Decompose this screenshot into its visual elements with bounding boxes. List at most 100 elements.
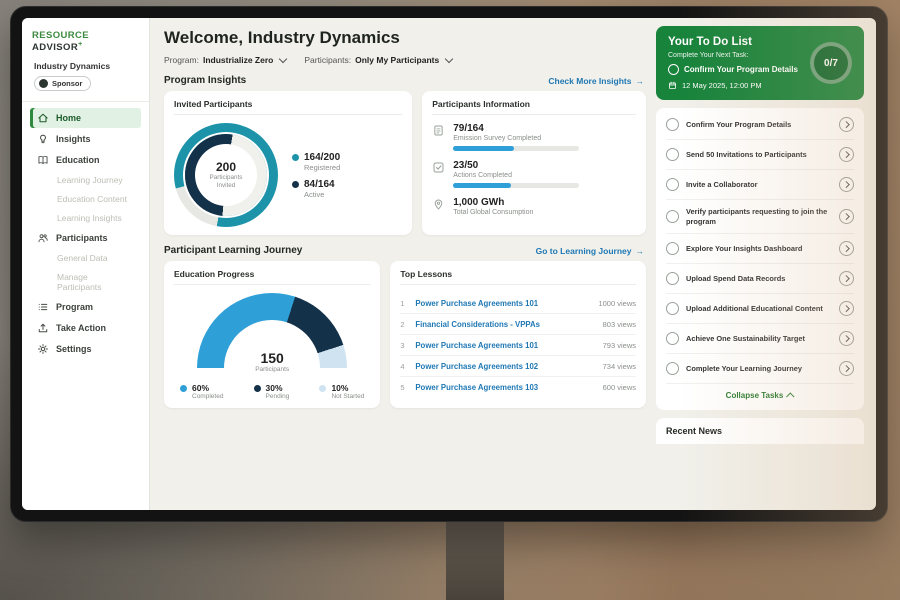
chevron-right-icon[interactable] [839,241,854,257]
checkbox-icon[interactable] [666,178,679,191]
recent-news-header[interactable]: Recent News [656,418,864,445]
lesson-link[interactable]: Financial Considerations - VPPAs [415,319,540,329]
top-lessons-card: Top Lessons 1 Power Purchase Agreements … [390,261,646,408]
sponsor-badge-label: Sponsor [52,79,83,89]
task-row-explore-insights[interactable]: Explore Your Insights Dashboard [666,234,854,265]
lesson-link[interactable]: Power Purchase Agreements 101 [415,298,539,308]
education-icon [38,156,48,165]
go-to-learning-journey-link[interactable]: Go to Learning Journey [536,246,644,256]
sidebar-item-take-action[interactable]: Take Action [30,318,141,338]
page-title: Welcome, Industry Dynamics [164,28,400,47]
brand-plus: + [78,41,83,48]
insights-icon [40,134,46,144]
task-row-verify-participants[interactable]: Verify participants requesting to join t… [666,200,854,235]
org-name: Industry Dynamics [34,61,111,72]
participants-filter-label: Participants: [304,55,352,65]
chevron-right-icon[interactable] [839,361,854,377]
lesson-link[interactable]: Power Purchase Agreements 101 [415,340,539,350]
sidebar-item-manage-participants[interactable]: Manage Participants [30,268,141,296]
todo-summary-card: Your To Do List Complete Your Next Task:… [656,26,864,100]
checkbox-icon[interactable] [666,362,679,376]
card-title: Top Lessons [400,269,636,285]
chevron-up-icon [786,392,795,401]
chevron-right-icon[interactable] [839,147,854,162]
checkbox-icon[interactable] [666,242,679,256]
participants-icon [38,234,48,243]
education-progress-card: Education Progress 150 Participants [164,261,381,408]
program-icon [38,304,48,311]
task-row-achieve-target[interactable]: Achieve One Sustainability Target [666,324,854,355]
todo-subtitle: Complete Your Next Task: [668,52,749,59]
nav-label: Participants [56,233,108,244]
checkbox-icon[interactable] [666,302,679,316]
chevron-right-icon[interactable] [839,331,854,347]
active-dot [292,180,299,188]
sidebar-item-learning-insights[interactable]: Learning Insights [30,209,141,227]
actions-icon [433,162,444,173]
chevron-right-icon[interactable] [839,301,854,317]
nav-label: Home [56,113,82,124]
chevron-right-icon[interactable] [839,209,854,225]
checkbox-icon[interactable] [666,272,679,286]
survey-icon [434,125,443,136]
sidebar: RESOURCE ADVISOR+ Industry Dynamics Spon… [22,18,150,510]
checkbox-icon[interactable] [666,148,679,161]
sidebar-item-education[interactable]: Education [30,150,141,170]
home-icon [38,113,48,123]
sidebar-item-education-content[interactable]: Education Content [30,190,141,208]
donut-center: 200 Participants Invited [195,144,257,206]
lesson-row: 4 Power Purchase Agreements 102 734 view… [400,356,636,377]
lesson-link[interactable]: Power Purchase Agreements 102 [415,361,539,371]
sidebar-item-settings[interactable]: Settings [30,339,141,359]
learning-journey-header: Participant Learning Journey Go to Learn… [164,245,644,256]
nav-label: Manage Participants [57,272,102,293]
pending-dot [253,384,261,392]
calendar-icon [669,81,676,89]
participants-information-card: Participants Information 79/164 Emission… [422,91,646,235]
sidebar-item-learning-journey[interactable]: Learning Journey [30,171,141,189]
invited-participants-card: Invited Participants 200 Participants In… [164,91,413,235]
lesson-link[interactable]: Power Purchase Agreements 103 [415,382,539,392]
task-row-confirm-program[interactable]: Confirm Your Program Details [666,110,854,140]
chevron-down-icon [444,54,454,64]
task-row-send-invitations[interactable]: Send 50 Invitations to Participants [666,140,854,170]
sidebar-item-insights[interactable]: Insights [30,129,141,149]
education-progress-gauge [197,293,348,368]
todo-next-task[interactable]: Confirm Your Program Details [668,64,852,75]
check-more-insights-link[interactable]: Check More Insights [548,76,644,86]
chevron-right-icon[interactable] [839,271,854,287]
checkbox-icon[interactable] [666,332,679,346]
monitor-frame: RESOURCE ADVISOR+ Industry Dynamics Spon… [10,6,888,522]
task-row-invite-collaborator[interactable]: Invite a Collaborator [666,170,854,200]
todo-due-date: 12 May 2025, 12:00 PM [668,81,852,90]
donut-center-value: 200 [215,160,237,175]
sidebar-item-home[interactable]: Home [30,108,141,129]
collapse-tasks-link[interactable]: Collapse Tasks [666,384,854,408]
lesson-row: 5 Power Purchase Agreements 103 600 view… [400,382,636,392]
sidebar-item-general-data[interactable]: General Data [30,249,141,267]
brand-logo: RESOURCE ADVISOR+ [32,30,141,53]
sidebar-item-program[interactable]: Program [30,297,141,317]
gauge-legend: 60% Completed 30% Pending 10% Not Starte… [180,383,364,400]
task-row-upload-educational-content[interactable]: Upload Additional Educational Content [666,294,854,325]
consumption-icon [434,199,443,210]
task-row-complete-learning-journey[interactable]: Complete Your Learning Journey [666,354,854,385]
completed-dot [180,384,187,392]
lesson-row: 3 Power Purchase Agreements 101 793 view… [400,335,636,356]
chevron-right-icon[interactable] [839,117,854,132]
task-row-upload-spend-data[interactable]: Upload Spend Data Records [666,264,854,295]
checkbox-icon[interactable] [666,210,679,224]
sidebar-item-participants[interactable]: Participants [30,228,141,248]
chevron-right-icon[interactable] [839,177,854,192]
nav-label: Take Action [56,323,107,334]
checkbox-icon[interactable] [668,64,679,75]
program-filter-label: Program: [164,55,199,65]
sidebar-nav: Home Insights Education Learning Journey [30,108,141,359]
checkbox-icon[interactable] [666,118,679,131]
content-area: Welcome, Industry Dynamics Program: Indu… [150,18,876,510]
sponsor-badge[interactable]: Sponsor [34,76,92,92]
participants-dropdown[interactable]: Participants: Only My Participants [304,54,454,65]
sidebar-divider [22,101,149,103]
nav-label: Settings [56,344,92,355]
program-dropdown[interactable]: Program: Industrialize Zero [164,54,288,65]
